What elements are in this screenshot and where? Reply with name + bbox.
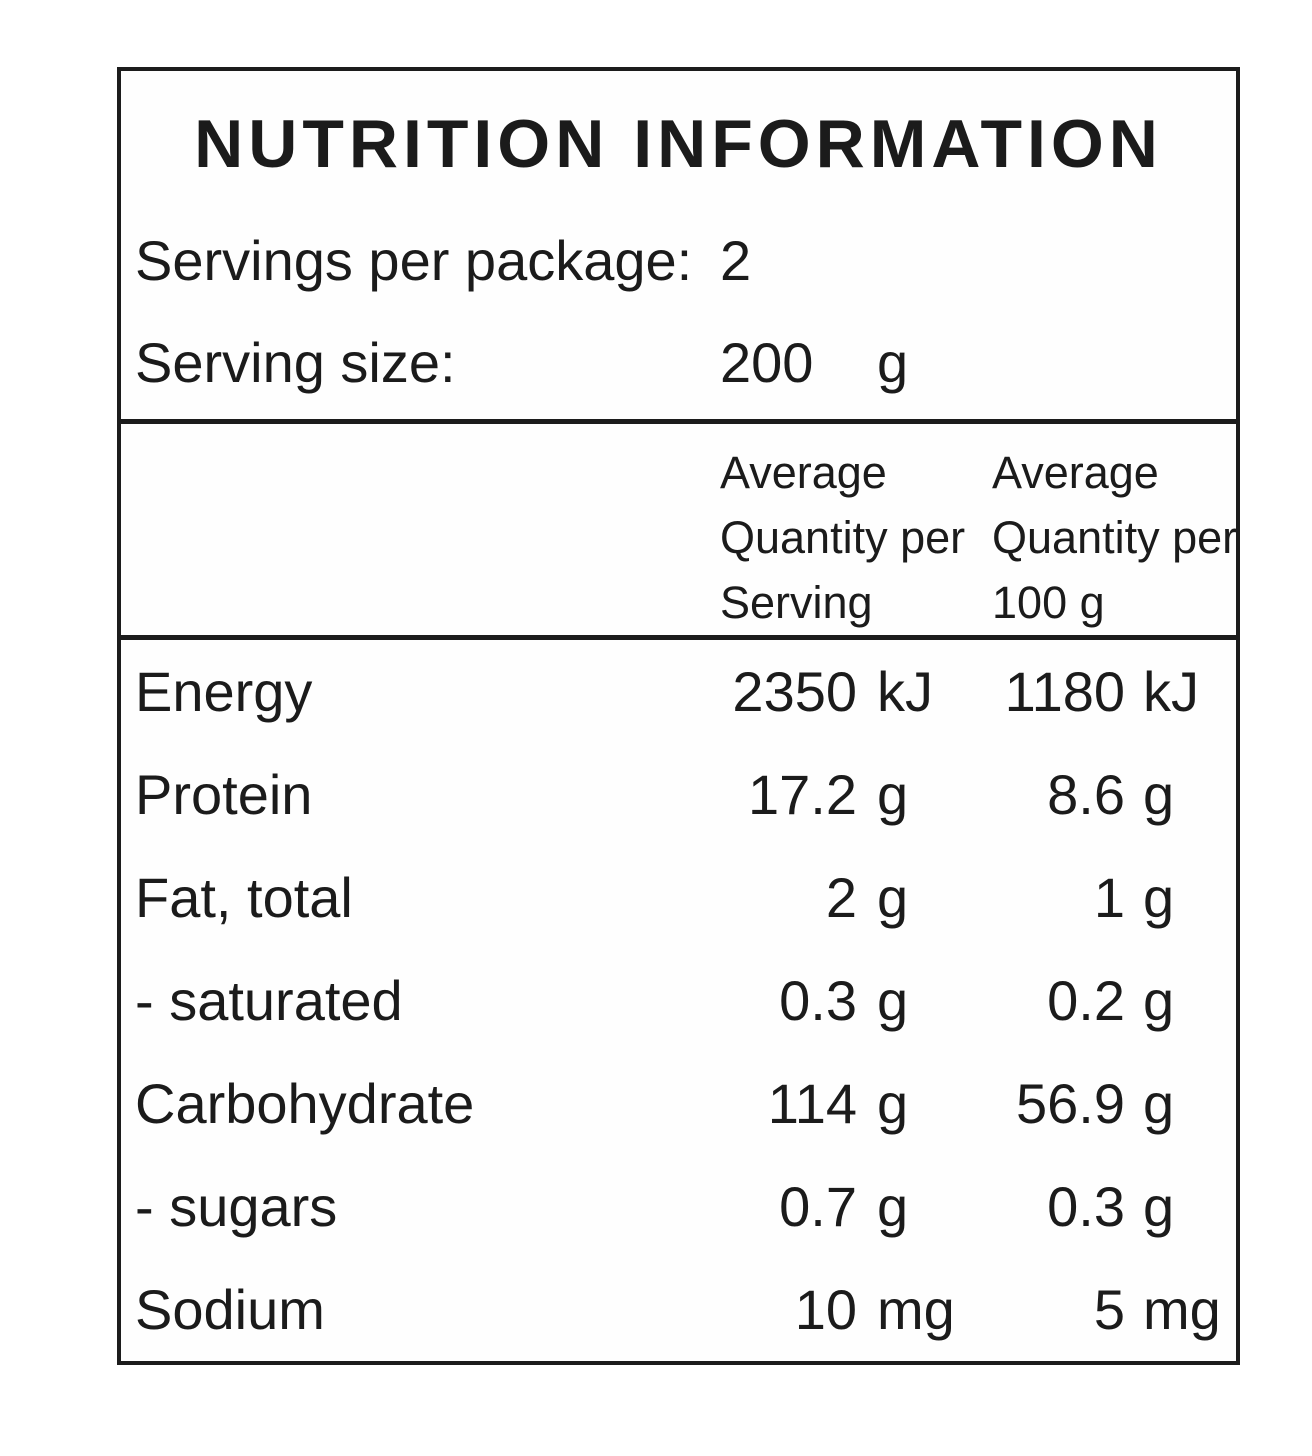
per-serving-value: 2350 <box>732 660 857 723</box>
per-serving-unit: mg <box>877 1278 955 1341</box>
per-serving-column-header: Average Quantity per Serving <box>700 424 973 640</box>
nutrient-name: Sodium <box>135 1278 325 1341</box>
per-100g-unit: mg <box>1143 1278 1221 1341</box>
nutrition-panel: NUTRITION INFORMATION Servings per packa… <box>117 67 1240 1365</box>
per-100g-column-header: Average Quantity per 100 g <box>972 424 1237 640</box>
per-100g-unit: kJ <box>1143 660 1200 723</box>
serving-size-row: Serving size: 200 g <box>121 331 1236 395</box>
per-100g-value: 0.3 <box>1047 1175 1126 1238</box>
panel-title: NUTRITION INFORMATION <box>194 106 1163 182</box>
top-divider <box>121 419 1236 424</box>
servings-per-package-label: Servings per package: <box>135 229 693 292</box>
nutrient-name: Carbohydrate <box>135 1072 475 1135</box>
nutrient-row: Protein 17.2 g 8.6 g <box>121 743 1236 846</box>
servings-per-package-row: Servings per package: 2 <box>121 229 1236 293</box>
per-serving-value: 0.3 <box>779 969 857 1032</box>
nutrient-name: Energy <box>135 660 313 723</box>
per-serving-unit: g <box>877 1175 909 1238</box>
per-serving-unit: g <box>877 969 909 1032</box>
servings-per-package-unit-spacer <box>877 229 1236 293</box>
per-100g-unit: g <box>1143 763 1175 826</box>
nutrient-name: Fat, total <box>135 866 353 929</box>
serving-size-label: Serving size: <box>135 331 456 394</box>
per-serving-value: 17.2 <box>748 763 857 826</box>
nutrient-name: - saturated <box>135 969 403 1032</box>
nutrient-name: - sugars <box>135 1175 338 1238</box>
per-100g-unit: g <box>1143 969 1175 1032</box>
per-100g-value: 1 <box>1093 866 1126 929</box>
nutrient-row: Energy 2350 kJ 1180 kJ <box>121 638 1236 744</box>
nutrient-row: Sodium 10 mg 5 mg <box>121 1258 1236 1361</box>
nutrient-name: Protein <box>135 763 313 826</box>
per-100g-unit: g <box>1143 1072 1175 1135</box>
per-serving-value: 0.7 <box>779 1175 857 1238</box>
nutrition-table: Average Quantity per Serving Average Qua… <box>121 424 1237 1361</box>
per-serving-unit: g <box>877 866 909 929</box>
per-100g-value: 5 <box>1093 1278 1126 1341</box>
per-100g-value: 8.6 <box>1047 763 1126 826</box>
nutrient-row: Fat, total 2 g 1 g <box>121 846 1236 949</box>
nutrient-row: - saturated 0.3 g 0.2 g <box>121 949 1236 1052</box>
nutrient-row: Carbohydrate 114 g 56.9 g <box>121 1052 1236 1155</box>
serving-size-unit: g <box>877 331 909 394</box>
per-serving-unit: g <box>877 1072 909 1135</box>
nutrient-row: - sugars 0.7 g 0.3 g <box>121 1155 1236 1258</box>
column-header-row: Average Quantity per Serving Average Qua… <box>121 424 1237 640</box>
per-serving-value: 2 <box>825 866 857 929</box>
nutrient-column-header-empty <box>121 424 700 640</box>
per-serving-unit: kJ <box>877 660 933 723</box>
per-serving-value: 10 <box>794 1278 857 1341</box>
per-serving-value: 114 <box>767 1072 857 1135</box>
per-100g-value: 56.9 <box>1016 1072 1126 1135</box>
servings-per-package-value: 2 <box>720 229 752 292</box>
per-100g-unit: g <box>1143 866 1175 929</box>
per-serving-unit: g <box>877 763 909 826</box>
per-100g-value: 0.2 <box>1047 969 1126 1032</box>
per-100g-unit: g <box>1143 1175 1175 1238</box>
per-100g-value: 1180 <box>1004 660 1126 723</box>
serving-size-value: 200 <box>720 331 814 394</box>
